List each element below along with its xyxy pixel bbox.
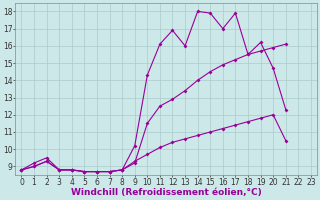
X-axis label: Windchill (Refroidissement éolien,°C): Windchill (Refroidissement éolien,°C) (71, 188, 261, 197)
